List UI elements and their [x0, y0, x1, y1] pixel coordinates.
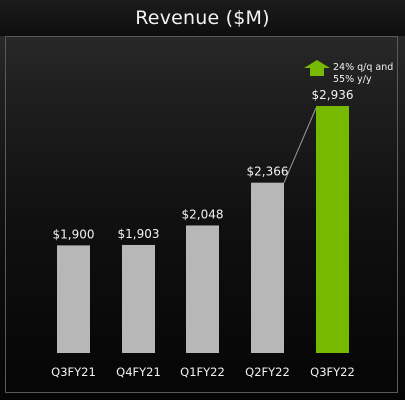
- value-label-q4fy21: $1,903: [118, 227, 160, 241]
- value-labels-layer: $1,900 $1,903 $2,048 $2,366 $2,936: [53, 88, 354, 241]
- value-label-q3fy21: $1,900: [53, 227, 95, 241]
- bars-layer: [57, 106, 349, 353]
- value-label-q1fy22: $2,048: [182, 207, 224, 221]
- value-label-q2fy22: $2,366: [247, 165, 289, 179]
- category-label-q4fy21: Q4FY21: [116, 365, 161, 379]
- category-label-q2fy22: Q2FY22: [245, 365, 290, 379]
- category-label-q1fy22: Q1FY22: [180, 365, 225, 379]
- chart-title: Revenue ($M): [135, 7, 270, 29]
- category-label-q3fy21: Q3FY21: [51, 365, 96, 379]
- plot-frame: [5, 36, 398, 393]
- title-bar: Revenue ($M): [0, 0, 405, 36]
- bar-q3fy21: [57, 245, 90, 353]
- up-arrow-icon: [304, 60, 330, 76]
- bar-q1fy22: [186, 225, 219, 353]
- bar-q2fy22: [251, 182, 284, 353]
- bar-q4fy21: [122, 244, 155, 353]
- category-labels-layer: Q3FY21 Q4FY21 Q1FY22 Q2FY22 Q3FY22: [51, 365, 355, 379]
- value-label-q3fy22: $2,936: [312, 88, 354, 102]
- annotation-line-1: 24% q/q and: [333, 62, 393, 73]
- growth-annotation: 24% q/q and 55% y/y: [304, 60, 393, 85]
- bar-q3fy22: [316, 106, 349, 353]
- category-label-q3fy22: Q3FY22: [310, 365, 355, 379]
- annotation-line-2: 55% y/y: [333, 74, 372, 85]
- growth-connector-line: [283, 107, 317, 183]
